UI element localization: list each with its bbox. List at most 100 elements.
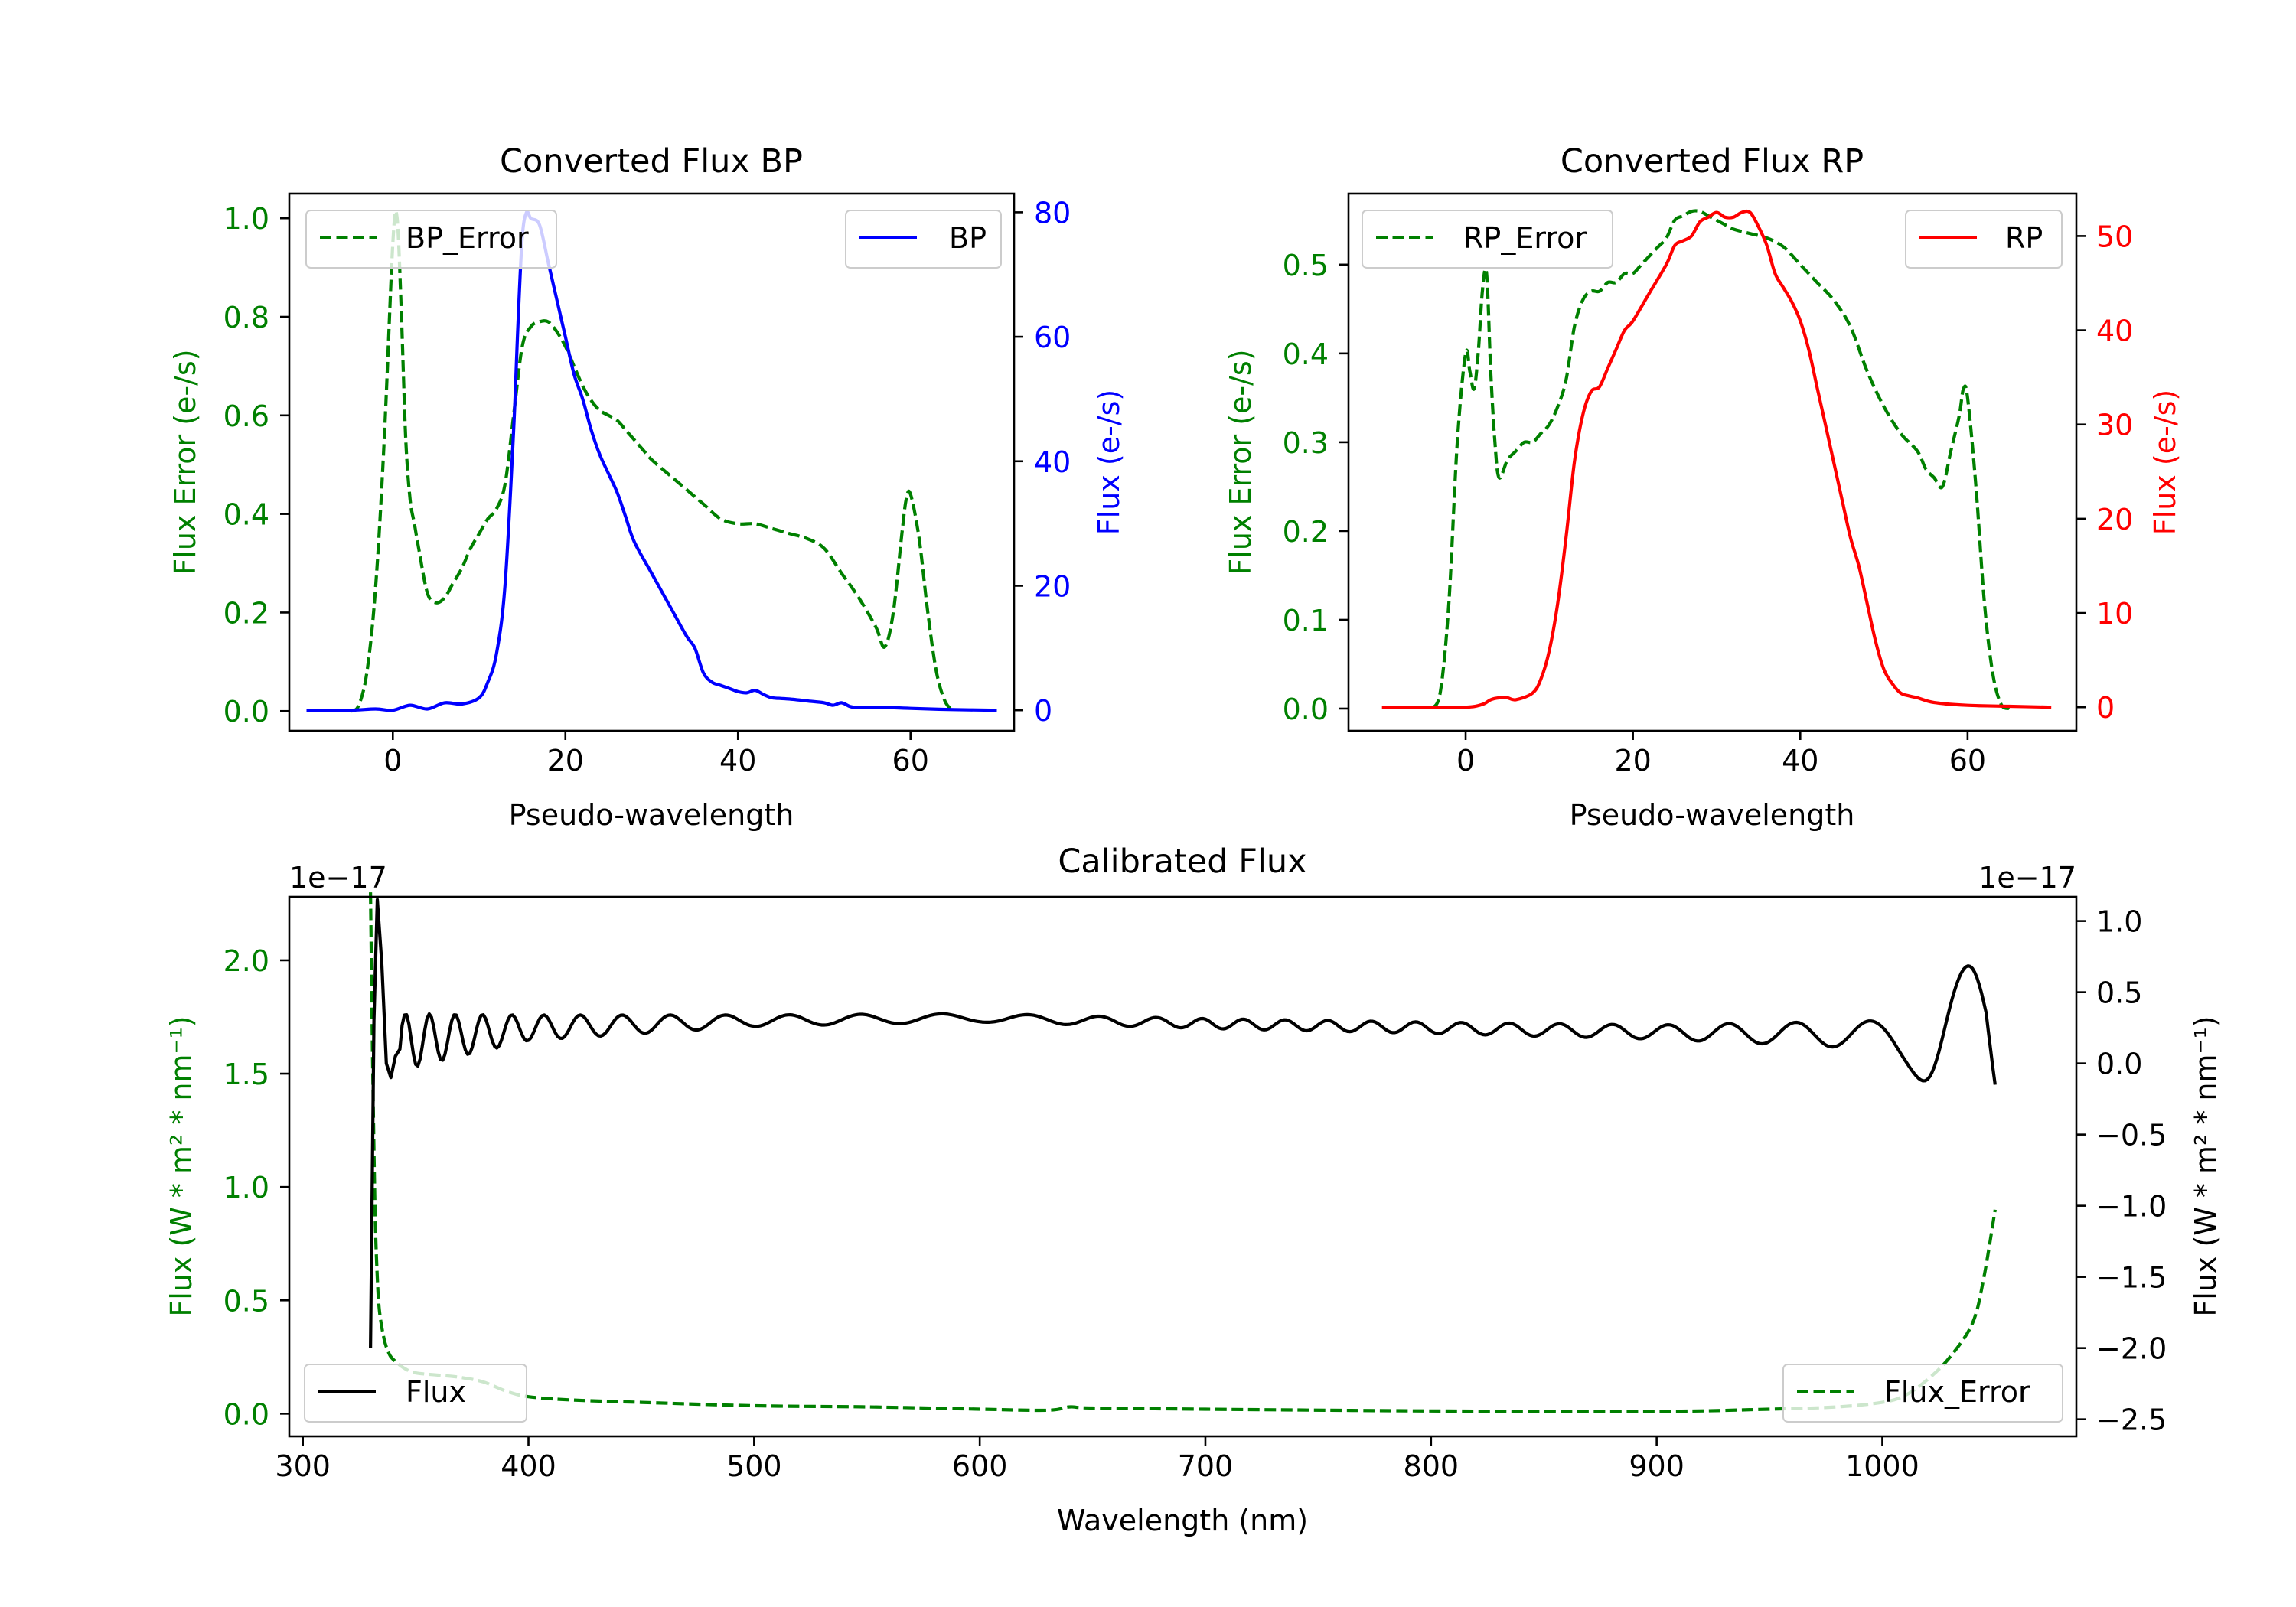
series-line-rp-error [1430,209,2011,711]
legend-flux: Flux [304,1364,527,1423]
axes-frame [288,192,1016,732]
y-tick-label-left: 0.0 [1283,693,1329,726]
x-tick-label: 1000 [1845,1449,1919,1483]
x-tick-label: 20 [1614,744,1651,777]
y-tick-label-left: 0.3 [1283,426,1329,460]
legend-label-rp: RP [2005,221,2043,255]
plot-area [369,892,1997,1413]
legend-box [304,1364,527,1423]
x-tick-label: 40 [719,744,756,777]
y-tick-label-right: 0.5 [2096,976,2142,1010]
x-axis-label: Pseudo-wavelength [1570,798,1855,832]
x-tick-label: 60 [892,744,929,777]
y-axis-label-right: Flux (W * m² * nm⁻¹) [2189,1015,2223,1316]
y-tick-label-right: 1.0 [2096,905,2142,939]
axes-frame [1347,192,2078,732]
legend-rp: RP [1905,210,2063,269]
y-tick-label-right: 30 [2096,409,2133,442]
x-axis-label: Pseudo-wavelength [509,798,794,832]
y-tick-label-right: 60 [1034,321,1071,354]
y-tick-label-left: 1.5 [223,1058,269,1091]
x-tick-label: 20 [547,744,584,777]
x-axis-label: Wavelength (nm) [1057,1504,1308,1537]
y-tick-label-left: 0.0 [223,695,269,729]
legend-flux-error: Flux_Error [1782,1364,2063,1423]
y-tick-label-right: 0 [1034,694,1052,728]
y-tick-label-left: 0.2 [1283,515,1329,549]
y-tick-label-right: −2.0 [2096,1332,2167,1366]
legend-box [845,210,1002,269]
y-tick-label-left: 0.8 [223,301,269,334]
y-tick-label-left: 0.4 [1283,337,1329,371]
chart-title: Converted Flux BP [500,142,803,181]
y-tick-label-left: 0.5 [223,1284,269,1318]
legend-rp-error: RP_Error [1362,210,1613,269]
series-line-bp [306,210,997,712]
y-tick-label-left: 0.1 [1283,604,1329,637]
y-tick-label-right: −1.5 [2096,1261,2167,1295]
y-tick-label-left: 0.6 [223,399,269,433]
y-tick-label-right: 0 [2096,691,2115,725]
chart-converted-flux-bp: Converted Flux BP 0 20 40 60 0.0 0.2 0.4 0.6 0.8… [168,142,1126,832]
legend-label-rp-error: RP_Error [1463,221,1587,255]
legend-label-flux: Flux [406,1375,466,1409]
y-axis-label-right: Flux (e-/s) [2148,390,2182,535]
y-tick-label-right: 10 [2096,597,2133,631]
plot-area [1381,209,2052,711]
y-axis-label-left: Flux (W * m² * nm⁻¹) [165,1015,198,1316]
series-line-flux-error [369,892,1997,1413]
legend-box [1782,1364,2063,1423]
x-tick-label: 40 [1782,744,1818,777]
chart-calibrated-flux: Calibrated Flux 1e−17 1e−17 300 400 500 600… [165,843,2223,1537]
y-tick-label-left: 0.4 [223,498,269,532]
y-tick-label-left: 0.0 [223,1397,269,1431]
axis-ticks: 0 20 40 60 0.0 0.2 0.4 0.6 0.8 1.0 0 20 40 60 80 [223,196,1071,777]
plot-area [306,209,997,713]
chart-converted-flux-rp: Converted Flux RP 0 20 40 60 0.0 0.1 0.2 0.3 0.4… [1224,142,2182,832]
x-tick-label: 400 [501,1449,556,1483]
x-tick-label: 800 [1404,1449,1459,1483]
legend-bp: BP [845,210,1002,269]
y-tick-label-right: 40 [2096,315,2133,348]
series-line-rp [1381,209,2052,709]
y-tick-label-left: 1.0 [223,202,269,236]
y-tick-label-right: 20 [1034,569,1071,603]
legend-box [1905,210,2063,269]
y-tick-label-right: −2.5 [2096,1403,2167,1437]
legend-label-flux-error: Flux_Error [1884,1375,2030,1409]
chart-title: Calibrated Flux [1058,843,1306,881]
y-tick-label-left: 0.5 [1283,249,1329,282]
x-tick-label: 900 [1629,1449,1684,1483]
offset-label-left: 1e−17 [289,861,387,895]
legend-box [305,210,557,269]
y-tick-label-left: 2.0 [223,944,269,978]
y-tick-label-right: −0.5 [2096,1119,2167,1152]
y-axis-label-left: Flux Error (e-/s) [1224,349,1257,575]
axis-ticks: 300 400 500 600 700 800 900 1000 0.0 0.5 1.0 1.5 2.0… [223,905,2167,1483]
legend-bp-error: BP_Error [305,210,557,269]
x-tick-label: 300 [275,1449,331,1483]
y-tick-label-right: 20 [2096,503,2133,536]
x-tick-label: 600 [952,1449,1008,1483]
legend-label-bp-error: BP_Error [406,221,529,255]
x-tick-label: 700 [1178,1449,1234,1483]
y-tick-label-right: 40 [1034,445,1071,479]
y-tick-label-right: 50 [2096,220,2133,253]
series-line-flux [369,898,1997,1348]
x-tick-label: 500 [726,1449,782,1483]
y-tick-label-right: 80 [1034,196,1071,230]
axis-ticks: 0 20 40 60 0.0 0.1 0.2 0.3 0.4 0.5 0 10 20 30 40 50 [1283,220,2134,777]
x-tick-label: 0 [1456,744,1475,777]
chart-title: Converted Flux RP [1561,142,1864,181]
y-tick-label-right: −1.0 [2096,1190,2167,1224]
x-tick-label: 0 [383,744,402,777]
legend-label-bp: BP [949,221,987,255]
y-tick-label-left: 0.2 [223,596,269,630]
axes-frame [288,895,2078,1438]
y-tick-label-left: 1.0 [223,1171,269,1204]
y-tick-label-right: 0.0 [2096,1048,2142,1081]
x-tick-label: 60 [1949,744,1986,777]
offset-label-right: 1e−17 [1978,861,2076,895]
y-axis-label-left: Flux Error (e-/s) [168,349,202,575]
